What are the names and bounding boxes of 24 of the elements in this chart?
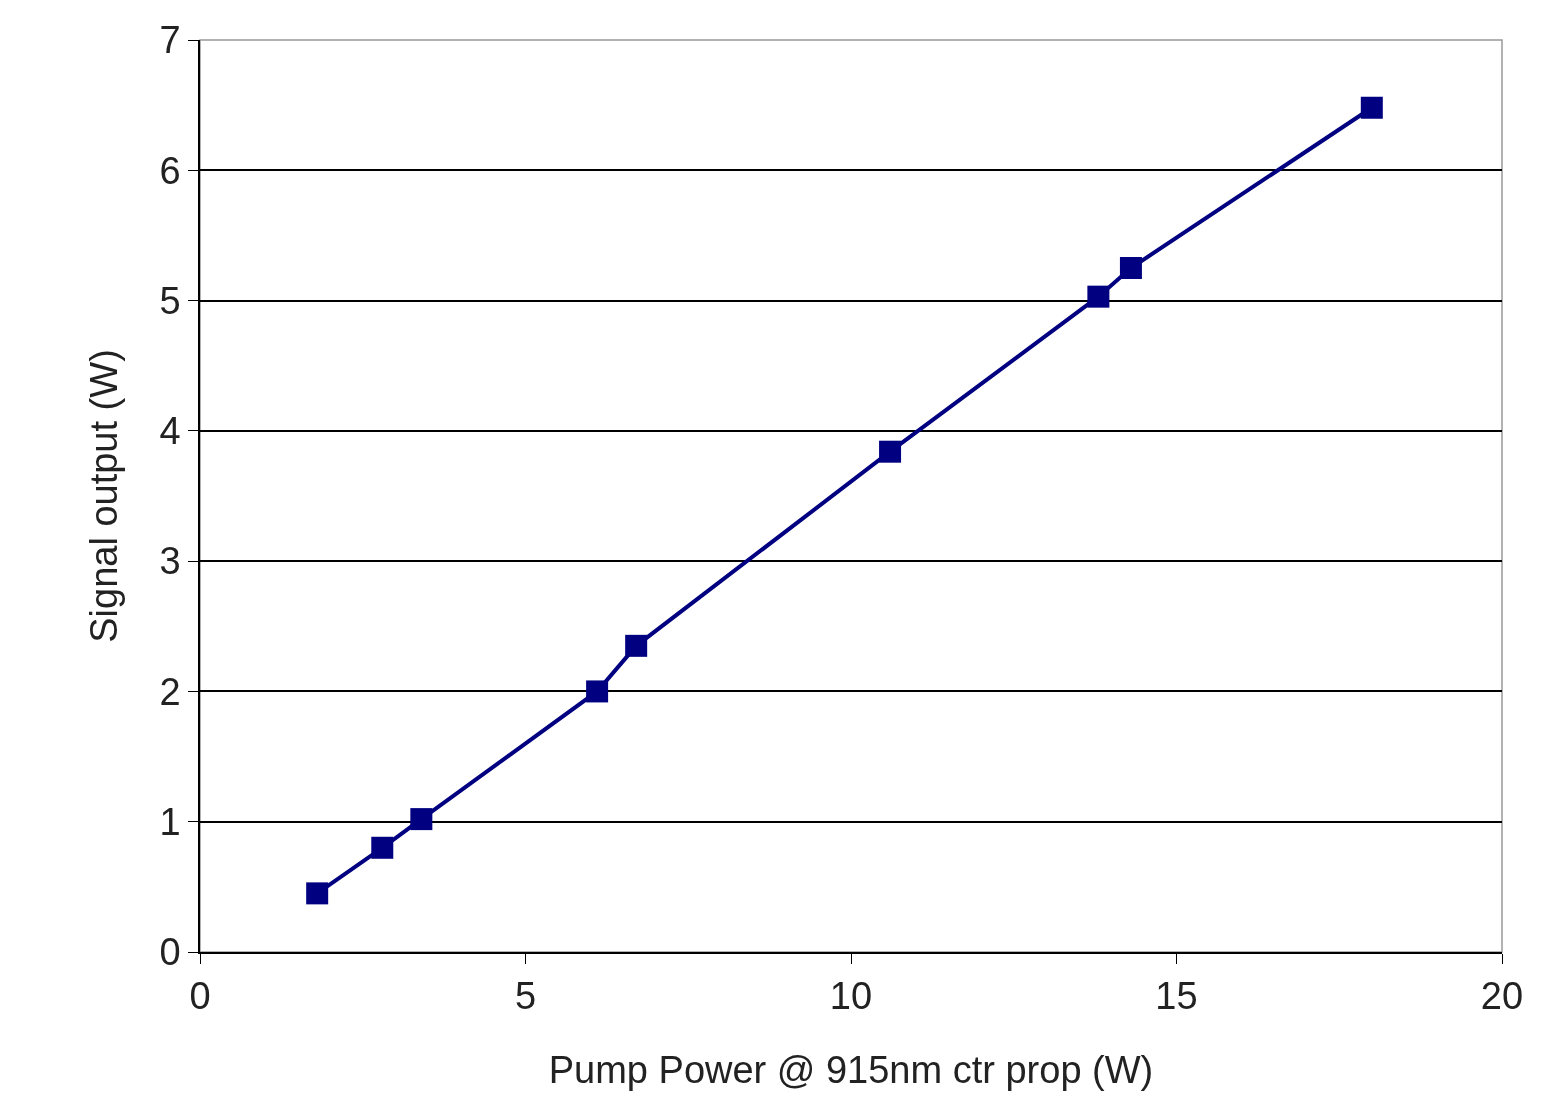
y-tick-label: 6 (159, 149, 181, 192)
x-tick-label: 5 (514, 975, 537, 1018)
point (879, 440, 902, 463)
point (1087, 285, 1110, 308)
point (625, 634, 648, 657)
y-tick-label: 3 (159, 540, 181, 583)
y-tick-label: 4 (159, 410, 181, 453)
x-tick-label: 10 (829, 975, 873, 1018)
point (371, 836, 394, 859)
point (1360, 96, 1383, 119)
x-tick-label: 0 (189, 975, 211, 1018)
point (586, 680, 609, 703)
x-tick-label: 15 (1155, 975, 1198, 1018)
point (410, 808, 433, 831)
y-tick-label: 5 (159, 279, 181, 322)
y-tick-label: 7 (159, 19, 181, 62)
y-axis-title: Signal output (W) (83, 349, 126, 643)
x-axis-title: Pump Power @ 915nm ctr prop (W) (548, 1048, 1154, 1091)
y-tick-label: 2 (159, 670, 181, 713)
y-tick-label: 0 (159, 931, 181, 974)
point (306, 882, 329, 905)
point (1119, 257, 1142, 279)
y-tick-label: 1 (159, 801, 181, 844)
x-tick-label: 20 (1480, 975, 1524, 1018)
